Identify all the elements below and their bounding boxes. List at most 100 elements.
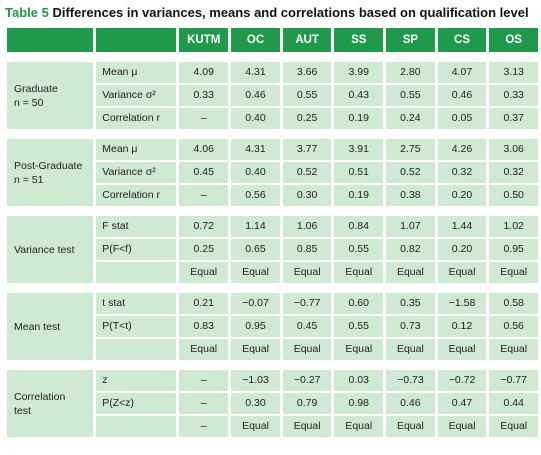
table-row: Equal Equal Equal Equal Equal Equal Equal	[7, 262, 538, 283]
table-row: Variance test F stat 0.72 1.14 1.06 0.84 1.07 1…	[7, 216, 538, 283]
table-cell: 0.52	[386, 162, 435, 183]
table-row: Post-Graduate n = 51 Mean μ 4.06 4.31 3.77 3.9…	[7, 139, 538, 206]
table-cell: Equal	[334, 416, 384, 437]
table-cell: Equal	[231, 339, 280, 360]
col-header: SS	[334, 28, 384, 52]
col-header: AUT	[282, 28, 332, 52]
group-label: Variance test	[7, 216, 94, 283]
table-cell: Equal	[179, 262, 229, 283]
table-cell: 1.44	[437, 216, 487, 237]
row-label	[96, 339, 177, 360]
group-spacer-cell	[7, 362, 538, 368]
header-row: KUTM OC AUT SS SP CS OS	[7, 28, 538, 52]
table-cell: Equal	[179, 339, 229, 360]
row-label	[96, 262, 177, 283]
table-cell: 0.65	[231, 239, 280, 260]
group-spacer-cell	[7, 131, 538, 137]
table-cell: −0.27	[282, 370, 332, 391]
table-cell: 0.40	[231, 108, 280, 129]
table-cell: −0.77	[489, 370, 538, 391]
table-row: P(Z<z) –0.30 0.79 0.98 0.46 0.47 0.44	[7, 393, 538, 414]
row-label: Mean μ	[96, 62, 177, 83]
table-cell: 3.91	[334, 139, 384, 160]
table-row: Mean test t stat 0.21 −0.07 −0.77 0.60 0.35 −1.…	[7, 293, 538, 360]
table-cell: 0.32	[437, 162, 487, 183]
table-cell: 2.80	[386, 62, 435, 83]
table-cell: Equal	[489, 416, 538, 437]
table-cell: 0.32	[489, 162, 538, 183]
table-cell: 0.56	[231, 185, 280, 206]
table-cell: Equal	[437, 339, 487, 360]
table-cell: 0.83	[179, 316, 229, 337]
table-row: Equal Equal Equal Equal Equal Equal Equal	[7, 339, 538, 360]
row-label: Variance σ²	[96, 162, 177, 183]
table-cell: 1.06	[282, 216, 332, 237]
table-cell: 3.13	[489, 62, 538, 83]
row-label: P(Z<z)	[96, 393, 177, 414]
table-cell: Equal	[231, 416, 280, 437]
table-cell: 0.25	[179, 239, 229, 260]
row-label: Mean μ	[96, 139, 177, 160]
table-cell: 4.06	[179, 139, 229, 160]
table-cell: 4.07	[437, 62, 487, 83]
group-label-line: Post-Graduate	[14, 159, 83, 172]
table-cell: −1.03	[231, 370, 280, 391]
table-cell: 0.33	[179, 85, 229, 106]
table-cell: 0.47	[437, 393, 487, 414]
group-label: Mean test	[7, 293, 94, 360]
table-row: Variance σ² 0.33 0.46 0.55 0.43 0.55 0.46 0.33	[7, 85, 538, 106]
table-cell: 0.56	[489, 316, 538, 337]
table-cell: 0.73	[386, 316, 435, 337]
group-spacer-cell	[7, 285, 538, 291]
table-cell: Equal	[386, 416, 435, 437]
table-row: Correlation r –0.40 0.25 0.19 0.24 0.05 0.37	[7, 108, 538, 129]
group-spacer-cell	[7, 208, 538, 214]
table-cell: 0.82	[386, 239, 435, 260]
table-cell: 0.43	[334, 85, 384, 106]
table-cell: 4.31	[231, 62, 280, 83]
table-cell: –	[179, 108, 229, 129]
table-cell: 2.75	[386, 139, 435, 160]
table-row: Graduate n = 50 Mean μ 4.09 4.31 3.66 3.99 2.80…	[7, 62, 538, 129]
group-label: Correlation test	[7, 370, 94, 437]
table-cell: 0.21	[179, 293, 229, 314]
table-cell: Equal	[437, 262, 487, 283]
table-cell: 0.84	[334, 216, 384, 237]
row-label	[96, 416, 177, 437]
row-label: Correlation r	[96, 108, 177, 129]
table-cell: 0.12	[437, 316, 487, 337]
table-cell: 0.95	[489, 239, 538, 260]
group-label-line: n = 50	[14, 96, 44, 109]
table-row: P(T<t) 0.83 0.95 0.45 0.55 0.73 0.12 0.56	[7, 316, 538, 337]
table-cell: Equal	[334, 262, 384, 283]
table-cell: 0.40	[231, 162, 280, 183]
group-spacer	[7, 131, 538, 137]
table-cell: 0.46	[437, 85, 487, 106]
table-cell: –	[179, 185, 229, 206]
table-cell: –	[179, 370, 229, 391]
row-label: Correlation r	[96, 185, 177, 206]
table-cell: 0.03	[334, 370, 384, 391]
table-cell: 0.55	[386, 85, 435, 106]
table-cell: Equal	[386, 339, 435, 360]
table-cell: 0.51	[334, 162, 384, 183]
table-cell: 0.95	[231, 316, 280, 337]
col-header: OS	[489, 28, 538, 52]
table-cell: 0.98	[334, 393, 384, 414]
col-header: SP	[386, 28, 435, 52]
group-label: Post-Graduate n = 51	[7, 139, 94, 206]
table-cell: 4.09	[179, 62, 229, 83]
group-spacer	[7, 285, 538, 291]
table-cell: 0.85	[282, 239, 332, 260]
group-label-line: Variance test	[14, 243, 75, 256]
table-title: Differences in variances, means and corr…	[52, 5, 529, 20]
table-cell: –	[179, 416, 229, 437]
row-label: F stat	[96, 216, 177, 237]
table-cell: 3.66	[282, 62, 332, 83]
table-cell: 0.37	[489, 108, 538, 129]
table-cell: 0.55	[282, 85, 332, 106]
table-cell: 1.14	[231, 216, 280, 237]
header-blank-stat	[96, 28, 177, 52]
table-cell: 0.38	[386, 185, 435, 206]
table-cell: 0.20	[437, 239, 487, 260]
